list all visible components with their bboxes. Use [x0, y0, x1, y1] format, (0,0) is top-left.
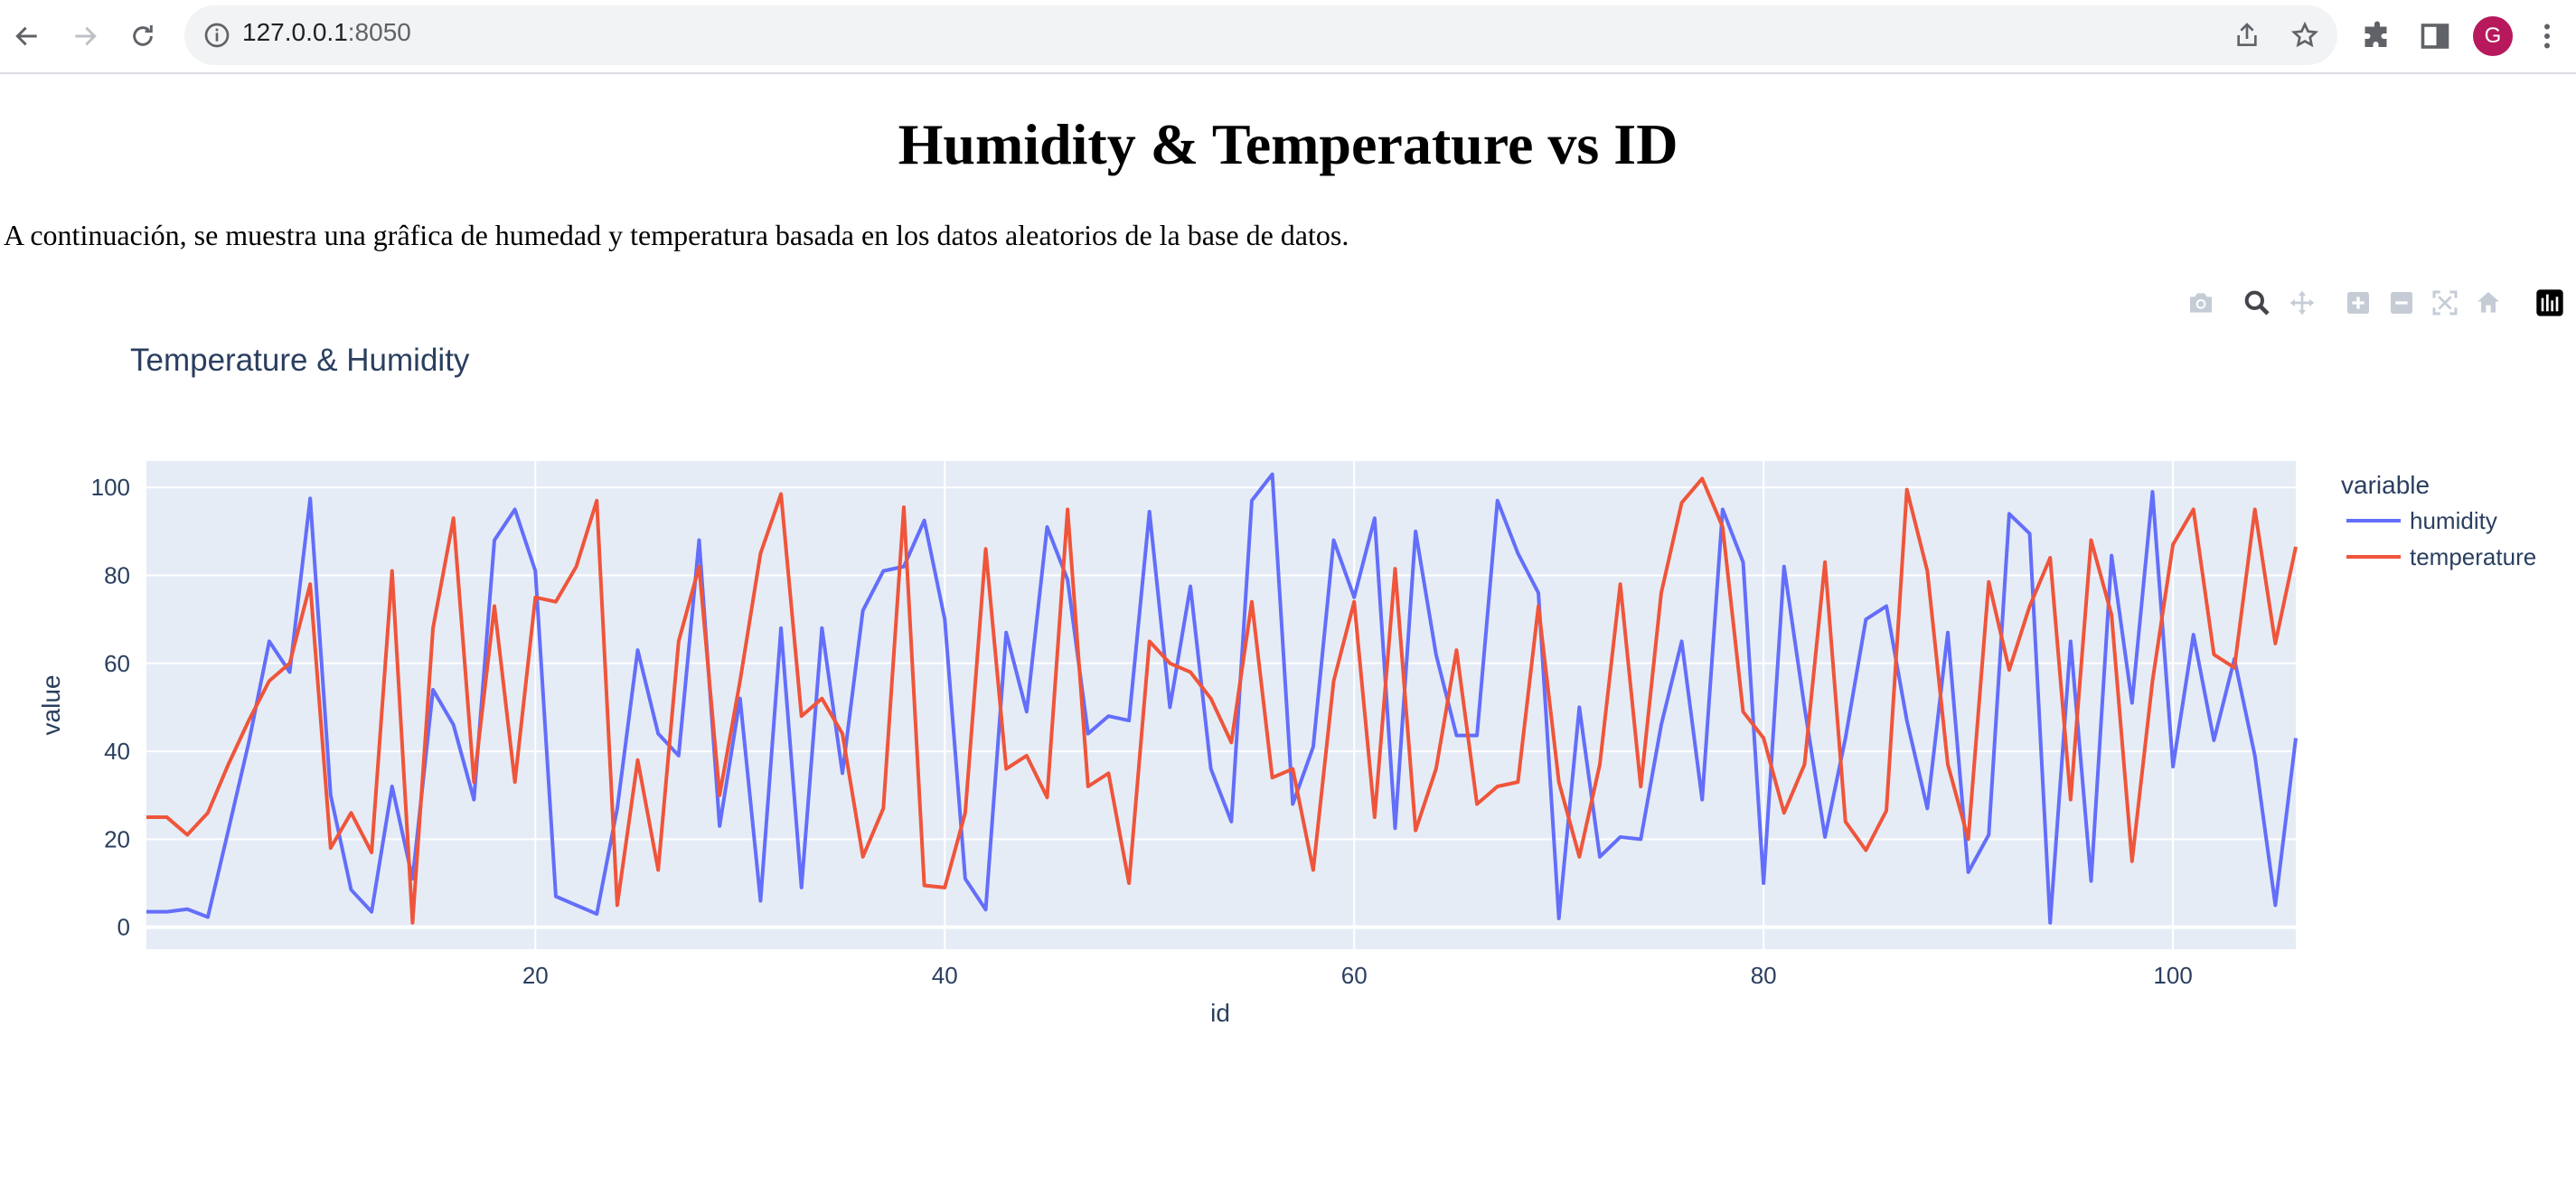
- series-line-humidity[interactable]: [146, 472, 2298, 925]
- pan-button[interactable]: [2285, 286, 2319, 320]
- profile-avatar[interactable]: G: [2473, 16, 2513, 56]
- url-host: 127.0.0.1: [242, 18, 348, 46]
- camera-icon: [2190, 293, 2212, 313]
- reload-button[interactable]: [121, 14, 165, 58]
- zoom-out-icon: [2391, 292, 2412, 314]
- y-tick-label: 80: [104, 561, 130, 588]
- y-axis-label: value: [37, 675, 65, 736]
- y-tick-label: 40: [104, 738, 130, 765]
- x-tick-label: 100: [2153, 962, 2192, 989]
- share-icon[interactable]: [2233, 21, 2261, 50]
- chart-legend: variable humidity temperature: [2341, 471, 2536, 570]
- extensions-icon[interactable]: [2361, 20, 2393, 52]
- browser-toolbar: 127.0.0.1:8050 G: [0, 0, 2576, 74]
- reset-axes-button[interactable]: [2471, 286, 2505, 320]
- zoom-out-button[interactable]: [2384, 286, 2419, 320]
- zoom-button[interactable]: [2240, 286, 2274, 320]
- legend-label-temperature[interactable]: temperature: [2410, 543, 2536, 570]
- x-tick-label: 60: [1341, 962, 1368, 989]
- x-tick-label: 40: [932, 962, 958, 989]
- page-title: Humidity & Temperature vs ID: [898, 112, 1678, 176]
- zoom-icon: [2244, 290, 2270, 315]
- y-tick-label: 20: [104, 825, 130, 852]
- more-menu-icon[interactable]: [2531, 20, 2563, 52]
- y-tick-label: 100: [91, 474, 130, 501]
- zoom-in-icon: [2347, 292, 2369, 314]
- x-tick-label: 80: [1751, 962, 1777, 989]
- download-plot-button[interactable]: [2184, 286, 2218, 320]
- site-info-icon[interactable]: [202, 21, 231, 50]
- x-tick-label: 20: [522, 962, 549, 989]
- back-arrow-icon: [15, 26, 37, 46]
- x-axis-label: id: [1210, 999, 1230, 1027]
- y-tick-label: 60: [104, 650, 130, 677]
- y-tick-label: 0: [118, 914, 130, 941]
- autoscale-button[interactable]: [2428, 286, 2462, 320]
- address-bar[interactable]: 127.0.0.1:8050: [184, 5, 2337, 65]
- series-line-temperature[interactable]: [146, 476, 2298, 925]
- forward-button[interactable]: [63, 14, 107, 58]
- reload-icon: [133, 25, 153, 46]
- back-button[interactable]: [5, 14, 49, 58]
- plotly-logo-icon: [2536, 289, 2563, 316]
- url-text[interactable]: 127.0.0.1:8050: [242, 18, 411, 47]
- legend-items: humidity temperature: [2346, 507, 2536, 570]
- autoscale-icon: [2432, 290, 2458, 315]
- forward-arrow-icon: [75, 26, 97, 46]
- x-axis-ticks: 20 40 60 80 100: [522, 962, 2193, 989]
- plotly-logo-button[interactable]: [2533, 286, 2567, 320]
- zoom-in-button[interactable]: [2341, 286, 2375, 320]
- url-port: :8050: [347, 18, 411, 46]
- bookmark-star-icon[interactable]: [2290, 21, 2319, 50]
- page-description: A continuación, se muestra una grâfica d…: [4, 219, 1349, 251]
- legend-title: variable: [2341, 471, 2430, 499]
- pan-icon: [2289, 290, 2315, 315]
- side-panel-icon[interactable]: [2419, 20, 2451, 52]
- reset-axes-icon: [2477, 292, 2499, 313]
- legend-label-humidity[interactable]: humidity: [2410, 507, 2497, 534]
- chart-title: Temperature & Humidity: [130, 343, 470, 378]
- avatar-letter: G: [2484, 24, 2502, 48]
- line-chart: Temperature & Humidity 0 20 40 60 80 100 20 40…: [37, 343, 2536, 1027]
- y-axis-ticks: 0 20 40 60 80 100: [91, 474, 130, 940]
- data-series: [146, 472, 2298, 925]
